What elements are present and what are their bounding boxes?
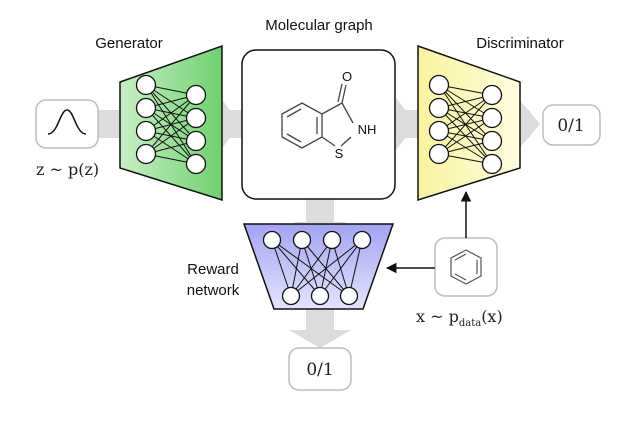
benzene-ring-icon — [450, 249, 482, 285]
reward-output-text: 0/1 — [306, 360, 333, 380]
network-node — [185, 130, 207, 152]
generator-label: Generator — [95, 35, 163, 52]
network-node — [185, 153, 207, 175]
network-node — [481, 130, 503, 152]
network-edge — [145, 94, 197, 155]
flow-arrowhead-discriminator — [396, 98, 416, 150]
network-edge — [271, 239, 292, 297]
network-node — [185, 107, 207, 129]
atom-nh: NH — [358, 122, 377, 137]
molecule-bond — [321, 136, 336, 147]
generator-network — [135, 74, 207, 175]
reward-network: Reward network — [187, 223, 395, 310]
x-dist-main: x ~ p — [416, 307, 459, 326]
disc-output-box — [542, 104, 601, 146]
data-arrows — [385, 190, 472, 274]
flow-arrowhead-disc-output — [518, 98, 540, 150]
molecule-bond — [340, 136, 352, 147]
network-node — [428, 120, 450, 142]
molecule-double-bond — [286, 108, 302, 118]
network-node — [481, 153, 503, 175]
molecular-graph: Molecular graph O NH S — [241, 17, 396, 200]
network-node — [481, 84, 503, 106]
network-node — [185, 84, 207, 106]
noise-input: z ~ p(z) — [35, 99, 99, 179]
network-edge — [348, 239, 363, 297]
network-node — [262, 230, 282, 250]
reward-label-line2: network — [187, 282, 240, 299]
network-node — [281, 286, 301, 306]
atom-o: O — [342, 69, 352, 84]
network-edge — [290, 239, 303, 297]
generator-body — [119, 44, 223, 202]
network-edge — [290, 239, 363, 297]
molecule-structure — [281, 83, 354, 149]
reward-label-line1: Reward — [187, 261, 239, 278]
network-edge — [290, 239, 333, 297]
network-node — [428, 74, 450, 96]
noise-distribution-label: z ~ p(z) — [36, 160, 99, 179]
noise-box — [35, 99, 99, 149]
network-node — [428, 143, 450, 165]
network-node — [292, 230, 312, 250]
gaussian-curve-icon — [47, 109, 87, 135]
network-node — [135, 120, 157, 142]
discriminator-output: 0/1 — [542, 104, 601, 146]
atom-s: S — [335, 146, 344, 161]
molecule-carbonyl-bond — [341, 84, 347, 104]
x-dist-subscript: data — [459, 318, 481, 329]
network-node — [135, 97, 157, 119]
reward-network-nodes — [262, 230, 372, 306]
network-edge — [145, 94, 197, 132]
reward-output: 0/1 — [288, 347, 352, 391]
molecule-bond — [321, 102, 343, 115]
network-node — [352, 230, 372, 250]
molecule-carbonyl-bond — [337, 83, 343, 103]
molecular-graph-label: Molecular graph — [265, 17, 373, 34]
flow-arrowhead-reward-output — [289, 330, 351, 348]
network-node — [428, 97, 450, 119]
network-node — [135, 143, 157, 165]
real-data-distribution-label: x ~ pdata(x) — [416, 307, 503, 329]
x-dist-tail: (x) — [481, 307, 503, 326]
discriminator: Discriminator — [417, 35, 564, 202]
network-edge — [438, 94, 493, 132]
network-node — [322, 230, 342, 250]
molecule-box — [241, 49, 396, 200]
molecule-bond — [341, 102, 354, 124]
disc-output-text: 0/1 — [557, 116, 584, 136]
network-node — [135, 74, 157, 96]
flow-arrowhead-generator — [221, 98, 240, 150]
network-node — [310, 286, 330, 306]
generator: Generator — [95, 35, 223, 202]
reward-output-box — [288, 347, 352, 391]
network-edge — [438, 94, 493, 155]
molecule-double-bond — [286, 133, 302, 143]
network-node — [339, 286, 359, 306]
discriminator-network — [428, 74, 503, 175]
network-edge — [319, 239, 363, 297]
network-edge — [438, 117, 493, 155]
reward-out-band — [306, 306, 334, 332]
network-node — [481, 107, 503, 129]
real-data-input: x ~ pdata(x) — [416, 237, 503, 329]
real-data-box — [434, 237, 498, 297]
network-edge — [145, 117, 197, 155]
discriminator-label: Discriminator — [476, 35, 564, 52]
